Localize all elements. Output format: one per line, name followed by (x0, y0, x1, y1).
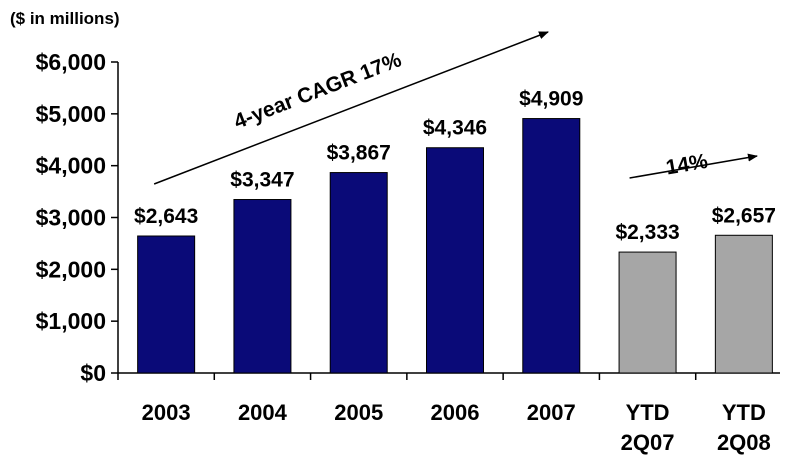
x-tick-label: 2006 (431, 400, 480, 425)
x-tick-label: 2004 (238, 400, 288, 425)
x-axis: 2003 2004 2005 2006 2007 YTD 2Q07 YTD 2Q08 (117, 372, 780, 455)
value-labels: $2,643 $3,347 $3,867 $4,346 $4,909 $2,333 $2,6… (134, 88, 776, 245)
bar-value-label: $4,909 (519, 88, 583, 111)
bar-value-label: $2,333 (615, 221, 679, 244)
x-tick-label: 2003 (142, 400, 191, 425)
bar-value-label: $2,643 (134, 205, 198, 228)
bar (714, 234, 773, 374)
y-tick-label: $3,000 (36, 205, 106, 231)
bar-value-label: $2,657 (712, 204, 776, 227)
bar (137, 235, 196, 374)
y-tick-label: $6,000 (36, 49, 106, 75)
x-tick-label: YTD 2Q08 (717, 400, 771, 455)
y-axis: $0 $1,000 $2,000 $3,000 $4,000 $5,000 $6,000 (36, 49, 119, 386)
bar-series (137, 118, 773, 374)
y-tick-label: $5,000 (36, 101, 106, 127)
y-tick-label: $2,000 (36, 256, 106, 282)
y-tick-label: $0 (80, 360, 106, 386)
bar-value-label: $4,346 (423, 117, 487, 140)
bar-value-label: $3,867 (327, 142, 391, 165)
bar (618, 251, 677, 374)
y-tick-label: $1,000 (36, 308, 106, 334)
bar (233, 199, 292, 374)
x-tick-label: 2007 (527, 400, 576, 425)
growth-arrow (629, 153, 758, 179)
growth-arrow (153, 31, 549, 185)
x-tick-label: 2005 (334, 400, 383, 425)
bar (329, 172, 388, 374)
bar-value-label: $3,347 (230, 169, 294, 192)
y-tick-label: $4,000 (36, 153, 106, 179)
bar (426, 147, 484, 374)
growth-annotation-label: 14% (664, 150, 710, 180)
x-tick-label: YTD 2Q07 (621, 400, 675, 455)
bar (522, 118, 581, 374)
unit-note: ($ in millions) (10, 9, 120, 28)
